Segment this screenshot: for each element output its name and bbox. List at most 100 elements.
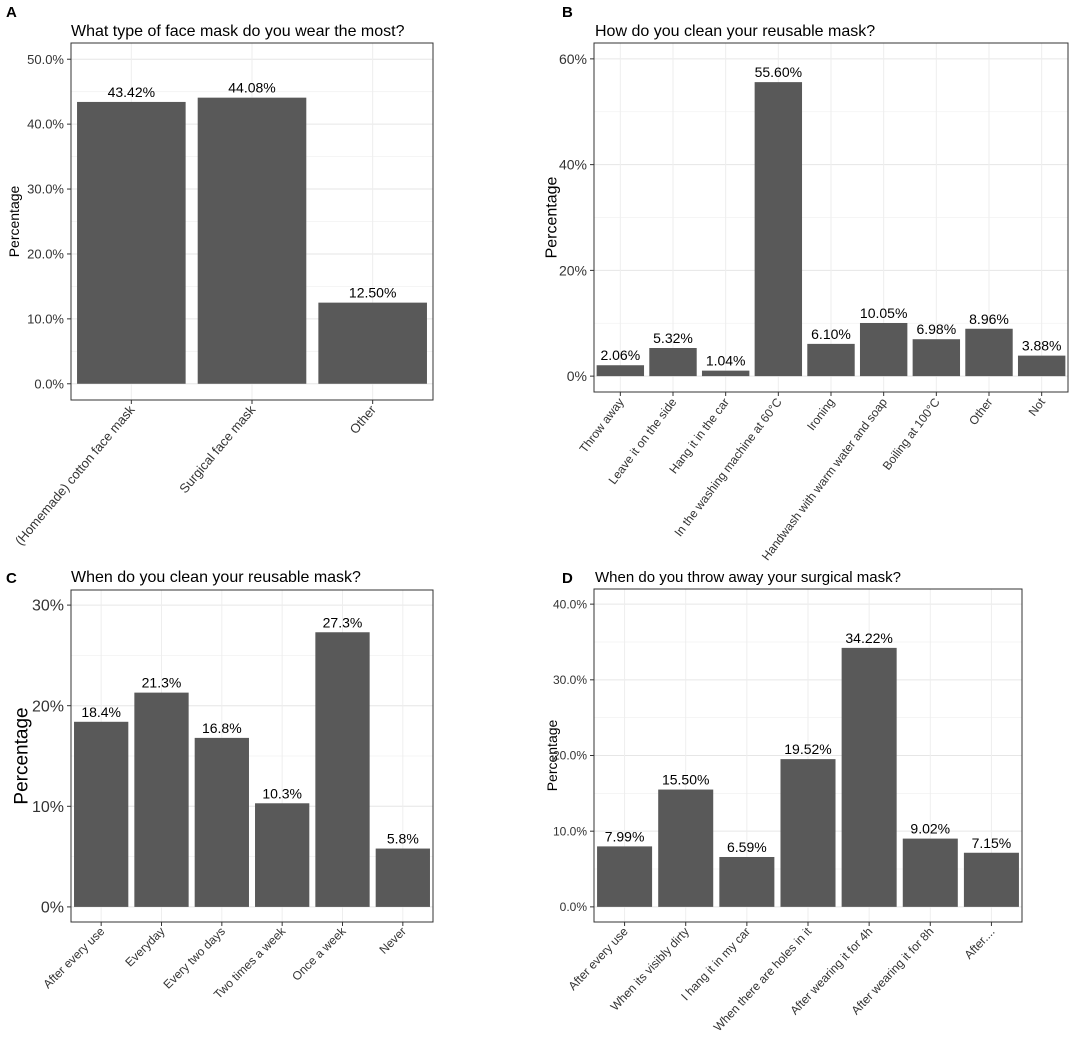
bar-value-label: 1.04% — [706, 353, 746, 369]
bar — [318, 302, 427, 384]
bar — [780, 759, 836, 907]
bar-value-label: 6.98% — [916, 321, 956, 337]
y-tick-label: 50.0% — [27, 52, 64, 67]
y-tick-label: 0.0% — [34, 376, 64, 391]
bar-chart: 0.0% 10.0% 20.0% 30.0% 40.0% 50.0% 43.42% 44.08… — [6, 23, 434, 548]
y-axis-title: Percentage — [12, 707, 33, 804]
bar — [649, 348, 697, 377]
y-tick-label: 30.0% — [27, 182, 64, 197]
y-axis-title: Percentage — [544, 719, 560, 791]
bar-value-label: 44.08% — [228, 80, 275, 96]
chart-panel-c: C 0% 10% 20% 30% 18.4% 21.3% 16.8% 10.3% 27.3% 5.… — [0, 530, 540, 1060]
x-tick-label: After every use — [565, 924, 630, 993]
bar-chart: 0% 10% 20% 30% 18.4% 21.3% 16.8% 10.3% 27.3% 5.8%… — [12, 569, 434, 1002]
bar-value-label: 7.99% — [605, 828, 645, 844]
y-axis-title: Percentage — [544, 176, 561, 258]
bar-value-label: 5.8% — [387, 831, 419, 847]
y-tick-label: 20.0% — [27, 247, 64, 262]
bar-value-label: 55.60% — [755, 64, 802, 80]
bar — [719, 856, 775, 907]
bar — [77, 101, 186, 384]
bar-value-label: 6.10% — [811, 326, 851, 342]
y-tick-label: 40.0% — [553, 597, 587, 611]
bar — [754, 82, 803, 377]
bar-value-label: 7.15% — [972, 835, 1012, 851]
y-tick-label: 10.0% — [553, 824, 587, 838]
bar-value-label: 21.3% — [142, 675, 182, 691]
bar — [963, 852, 1019, 907]
chart-title: When do you throw away your surgical mas… — [595, 569, 901, 586]
bar-value-label: 2.06% — [600, 347, 640, 363]
bar — [597, 846, 653, 907]
bar-value-label: 34.22% — [845, 630, 892, 646]
bar — [375, 848, 430, 907]
x-tick-label: Other — [966, 395, 995, 427]
plot-border — [70, 589, 434, 923]
panel-letter: B — [562, 4, 573, 21]
bar-value-label: 8.96% — [969, 311, 1009, 327]
bar-chart: 0.0% 10.0% 20.0% 30.0% 40.0% 7.99% 15.50% 6.59%… — [544, 569, 1023, 1034]
y-tick-label: 60% — [559, 51, 587, 67]
x-tick-label: Surgical face mask — [176, 402, 258, 496]
bar-value-label: 10.05% — [860, 305, 907, 321]
chart-panel-d: D 0.0% 10.0% 20.0% 30.0% 40.0% 7.99% 15.50% 6.5… — [540, 530, 1084, 1060]
y-tick-label: 30% — [32, 598, 64, 615]
y-tick-label: 40% — [559, 157, 587, 173]
bar-value-label: 6.59% — [727, 839, 767, 855]
bar-value-label: 16.8% — [202, 720, 242, 736]
y-tick-label: 20% — [559, 262, 587, 278]
chart-title: When do you clean your reusable mask? — [71, 569, 361, 586]
y-tick-label: 20% — [32, 698, 64, 715]
x-tick-label: Once a week — [289, 924, 349, 984]
panel-letter: D — [562, 570, 573, 587]
bar-value-label: 12.50% — [349, 285, 396, 301]
bar-value-label: 10.3% — [262, 785, 302, 801]
x-tick-label: Boiling at 100°C — [880, 395, 943, 473]
bar-chart: 0% 20% 40% 60% 2.06% 5.32% 1.04% 55.60% 6.10% 10.… — [544, 23, 1069, 563]
bar-value-label: 15.50% — [662, 772, 709, 788]
bar-value-label: 5.32% — [653, 330, 693, 346]
bar — [1017, 355, 1066, 377]
x-tick-label: Everyday — [122, 924, 167, 969]
bar — [197, 97, 307, 384]
bar — [701, 370, 750, 377]
x-tick-label: Other — [347, 402, 380, 437]
x-tick-label: After.... — [961, 924, 997, 961]
y-tick-label: 10% — [32, 799, 64, 816]
x-tick-label: (Homemade) cotton face mask — [12, 402, 138, 548]
y-tick-label: 30.0% — [553, 673, 587, 687]
bar — [807, 343, 855, 377]
panel-letter: C — [6, 570, 17, 587]
bar — [965, 328, 1013, 377]
bar — [134, 692, 189, 907]
x-tick-label: When there are holes in it — [711, 924, 815, 1034]
bar — [194, 737, 249, 907]
chart-panel-b: B 0% 20% 40% 60% 2.06% 5.32% 1.04% 55.60% 6.10% 1… — [540, 0, 1084, 563]
plot-border — [593, 588, 1023, 923]
y-tick-label: 0% — [41, 900, 64, 917]
bar — [255, 803, 310, 907]
y-tick-label: 20.0% — [553, 749, 587, 763]
x-tick-label: After every use — [40, 924, 107, 991]
bar — [841, 647, 897, 907]
x-tick-label: Never — [376, 924, 409, 957]
panel-letter: A — [6, 4, 17, 21]
bar — [74, 721, 129, 907]
bar — [315, 632, 370, 907]
y-tick-label: 0% — [567, 368, 587, 384]
bar — [902, 838, 958, 907]
bar-value-label: 19.52% — [784, 741, 831, 757]
plot-border — [593, 42, 1069, 393]
x-tick-label: Every two days — [161, 924, 228, 991]
y-tick-label: 10.0% — [27, 311, 64, 326]
bar-value-label: 27.3% — [323, 614, 363, 630]
chart-title: What type of face mask do you wear the m… — [71, 23, 405, 40]
bar — [912, 339, 961, 377]
bar — [859, 322, 908, 377]
bar-value-label: 3.88% — [1022, 338, 1062, 354]
x-tick-label: Not — [1026, 395, 1049, 419]
x-tick-label: In the washing machine at 60°C — [671, 395, 784, 539]
bar-value-label: 18.4% — [81, 704, 121, 720]
bar-value-label: 9.02% — [910, 821, 950, 837]
chart-title: How do you clean your reusable mask? — [595, 23, 875, 40]
